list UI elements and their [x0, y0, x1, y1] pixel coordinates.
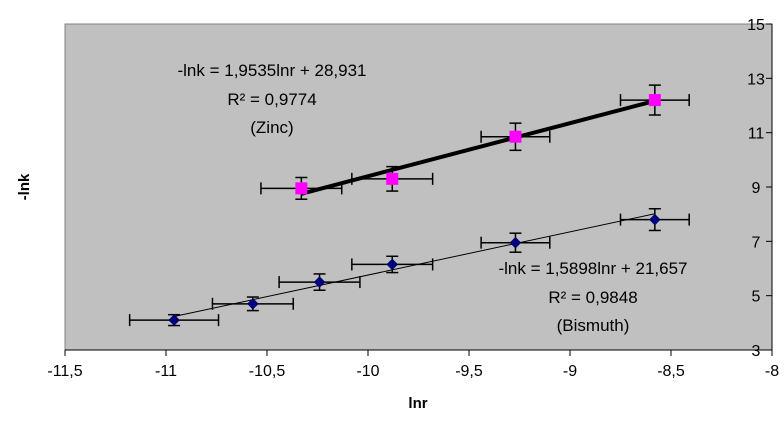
y-tick-label: 11 — [748, 126, 765, 143]
bismuth-r-squared: R² = 0,9848 — [548, 288, 637, 307]
x-tick-label: -11 — [155, 363, 177, 380]
y-tick-label: 5 — [752, 289, 761, 306]
zinc-annotation: -lnk = 1,9535lnr + 28,931 R² = 0,9774 (Z… — [177, 61, 366, 137]
data-point-diamond — [386, 258, 399, 271]
data-point-diamond — [313, 276, 326, 288]
plot-area — [64, 23, 773, 351]
data-point-square — [509, 130, 522, 143]
y-tick-label: 7 — [752, 234, 761, 251]
y-tick-label: 3 — [752, 343, 761, 360]
data-point-square — [386, 172, 399, 185]
bismuth-annotation: -lnk = 1,5898lnr + 21,657 R² = 0,9848 (B… — [498, 259, 687, 335]
zinc-r-squared: R² = 0,9774 — [227, 90, 316, 109]
x-tick-label: -10,5 — [249, 363, 286, 380]
bismuth-equation: -lnk = 1,5898lnr + 21,657 — [498, 259, 687, 278]
data-point-square — [648, 94, 661, 107]
data-point-diamond — [509, 236, 522, 249]
x-tick-label: -11,5 — [47, 363, 82, 380]
data-point-diamond — [168, 314, 180, 326]
data-point-square — [295, 182, 308, 195]
zinc-label: (Zinc) — [250, 118, 293, 137]
x-tick-label: -9,5 — [455, 363, 483, 380]
y-tick-label: 9 — [752, 180, 761, 197]
y-tick-label: 15 — [747, 17, 765, 34]
x-tick-label: -9 — [563, 363, 577, 380]
bismuth-label: (Bismuth) — [557, 316, 630, 335]
x-tick-label: -10 — [356, 363, 379, 380]
y-axis-title: -lnk — [16, 173, 33, 200]
x-tick-label: -8,5 — [657, 363, 685, 380]
y-tick-label: 13 — [747, 71, 765, 88]
x-axis-title: lnr — [408, 395, 427, 412]
x-tick-label: -8 — [765, 363, 779, 380]
data-point-diamond — [648, 213, 661, 226]
data-point-diamond — [247, 297, 259, 310]
zinc-equation: -lnk = 1,9535lnr + 28,931 — [177, 61, 366, 80]
